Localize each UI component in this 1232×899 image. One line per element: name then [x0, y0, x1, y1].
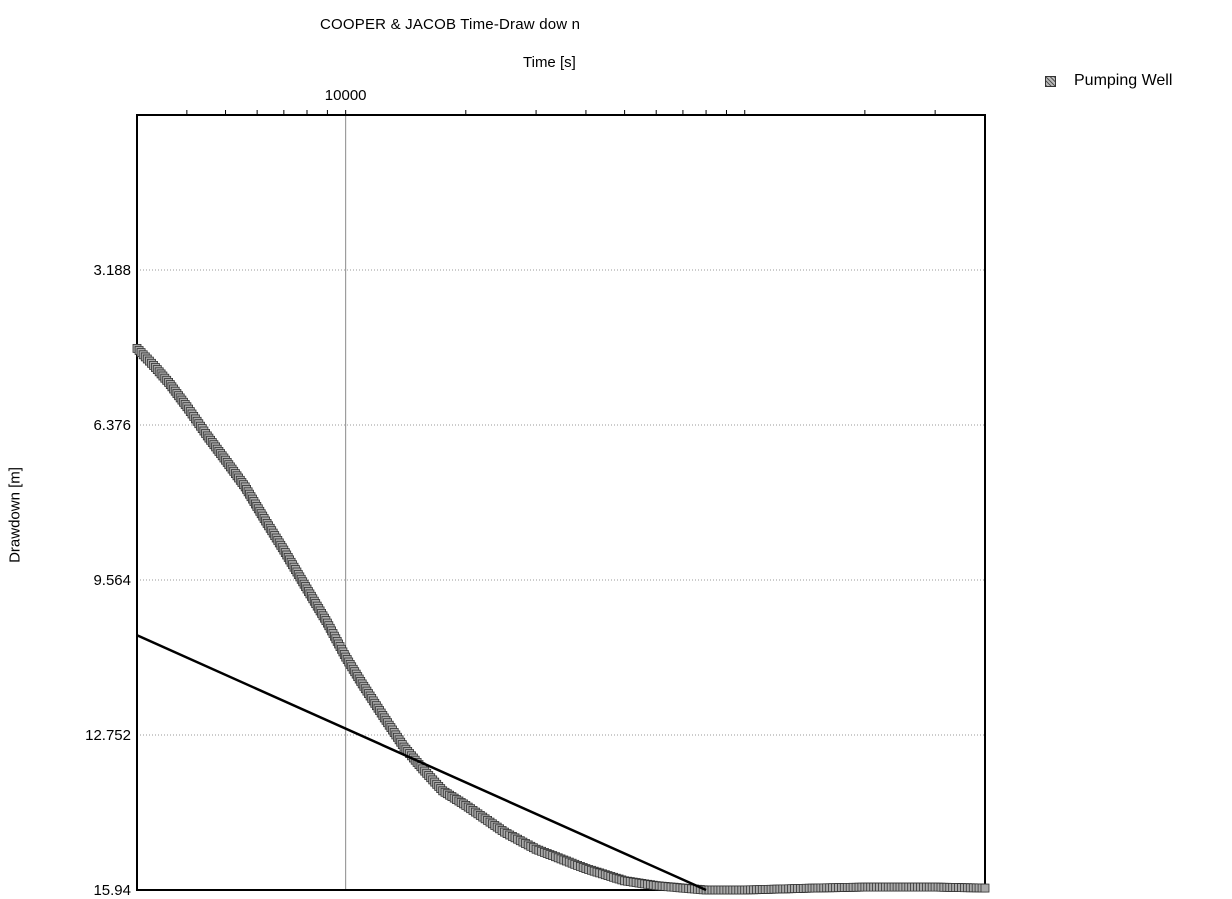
x-axis-label: Time [s]: [523, 54, 576, 71]
chart-title: COOPER & JACOB Time-Draw dow n: [320, 16, 581, 33]
y-tick-label: 15.94: [93, 882, 131, 899]
legend: Pumping Well: [1045, 72, 1172, 90]
data-point: [980, 883, 990, 893]
y-tick-label: 12.752: [85, 727, 131, 744]
legend-label: Pumping Well: [1074, 72, 1173, 89]
y-tick-label: 3.188: [93, 262, 131, 279]
legend-marker-icon: [1045, 75, 1056, 87]
y-tick-label: 6.376: [93, 417, 131, 434]
x-tick-label: 10000: [325, 87, 367, 104]
y-tick-label: 9.564: [93, 572, 131, 589]
plot-frame: [136, 114, 986, 891]
fit-line: [136, 634, 707, 892]
